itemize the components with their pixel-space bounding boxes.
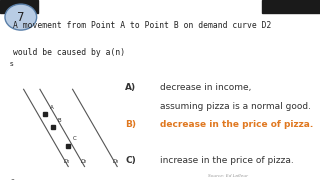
Text: A: A <box>50 105 53 110</box>
Text: Source: Ed Lafleur: Source: Ed Lafleur <box>208 174 248 178</box>
Bar <box>262 0 320 13</box>
Text: D₂: D₂ <box>80 159 86 165</box>
Bar <box>0 0 38 13</box>
Text: A movement from Point A to Point B on demand curve D2: A movement from Point A to Point B on de… <box>13 21 271 30</box>
Text: would be caused by a(n): would be caused by a(n) <box>13 48 125 57</box>
Text: C: C <box>73 136 76 141</box>
Text: 0: 0 <box>11 179 15 180</box>
Text: D₃: D₃ <box>113 159 119 165</box>
Ellipse shape <box>5 4 36 30</box>
Text: Q: Q <box>122 179 127 180</box>
Text: B: B <box>57 118 61 123</box>
Text: C): C) <box>125 156 136 165</box>
Text: decrease in the price of pizza.: decrease in the price of pizza. <box>160 120 313 129</box>
Text: A): A) <box>125 83 137 92</box>
Text: D₁: D₁ <box>64 159 70 165</box>
Text: B): B) <box>125 120 136 129</box>
Text: assuming pizza is a normal good.: assuming pizza is a normal good. <box>160 102 311 111</box>
Text: increase in the price of pizza.: increase in the price of pizza. <box>160 156 294 165</box>
Text: 7: 7 <box>17 11 25 24</box>
Text: decrease in income,: decrease in income, <box>160 83 252 92</box>
Text: s: s <box>10 61 13 67</box>
